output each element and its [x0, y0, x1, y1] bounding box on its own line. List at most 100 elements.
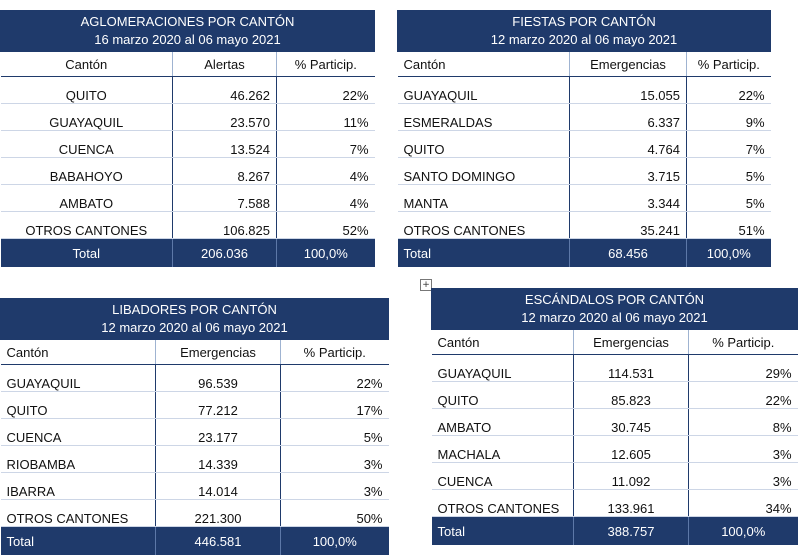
table-period: 12 marzo 2020 al 06 mayo 2021 [396, 30, 772, 52]
total-row: Total 206.036 100,0% [0, 238, 375, 267]
table-row: OTROS CANTONES 106.825 52% [0, 211, 375, 239]
fiestas-table: FIESTAS POR CANTÓN 12 marzo 2020 al 06 m… [396, 10, 772, 267]
table-row: ESMERALDAS 6.337 9% [397, 103, 771, 131]
value-cell: 23.570 [172, 103, 277, 131]
total-label: Total [0, 238, 173, 267]
percent-cell: 52% [275, 211, 375, 239]
total-label: Total [431, 516, 574, 545]
table-period: 12 marzo 2020 al 06 mayo 2021 [430, 308, 799, 330]
canton-cell: BABAHOYO [0, 157, 173, 185]
canton-cell: OTROS CANTONES [0, 499, 156, 527]
canton-cell: RIOBAMBA [0, 445, 156, 473]
total-label: Total [397, 238, 570, 267]
value-cell: 77.212 [155, 391, 281, 419]
percent-cell: 50% [280, 499, 389, 527]
canton-cell: QUITO [431, 381, 574, 409]
canton-cell: CUENCA [0, 130, 173, 158]
column-header-participacion: % Particip. [275, 51, 375, 77]
total-row: Total 446.581 100,0% [0, 526, 389, 555]
value-cell: 133.961 [573, 489, 689, 517]
percent-cell: 3% [280, 445, 389, 473]
column-header-emergencias: Emergencias [155, 339, 281, 365]
move-handle-icon[interactable]: + [420, 279, 432, 291]
canton-cell: AMBATO [431, 408, 574, 436]
total-percent: 100,0% [280, 526, 389, 555]
percent-cell: 11% [275, 103, 375, 131]
table-row: QUITO 46.262 22% [0, 76, 375, 104]
column-header-canton: Cantón [431, 329, 574, 355]
canton-cell: GUAYAQUIL [397, 76, 570, 104]
canton-cell: OTROS CANTONES [397, 211, 570, 239]
canton-cell: CUENCA [0, 418, 156, 446]
canton-cell: OTROS CANTONES [0, 211, 173, 239]
column-header-participacion: % Particip. [685, 51, 771, 77]
table-row: GUAYAQUIL 15.055 22% [397, 76, 771, 104]
percent-cell: 4% [275, 157, 375, 185]
percent-cell: 29% [687, 354, 798, 382]
canton-cell: OTROS CANTONES [431, 489, 574, 517]
canton-cell: MANTA [397, 184, 570, 212]
table-title: FIESTAS POR CANTÓN [396, 10, 772, 31]
total-percent: 100,0% [685, 238, 771, 267]
total-value: 388.757 [573, 516, 689, 545]
table-title: ESCÁNDALOS POR CANTÓN [430, 288, 799, 309]
percent-cell: 22% [275, 76, 375, 104]
value-cell: 4.764 [569, 130, 687, 158]
total-value: 68.456 [569, 238, 687, 267]
percent-cell: 7% [275, 130, 375, 158]
percent-cell: 3% [280, 472, 389, 500]
table-row: MANTA 3.344 5% [397, 184, 771, 212]
value-cell: 13.524 [172, 130, 277, 158]
value-cell: 11.092 [573, 462, 689, 490]
canton-cell: AMBATO [0, 184, 173, 212]
total-percent: 100,0% [687, 516, 798, 545]
table-row: OTROS CANTONES 35.241 51% [397, 211, 771, 239]
percent-cell: 22% [280, 364, 389, 392]
column-header-participacion: % Particip. [687, 329, 798, 355]
table-row: CUENCA 11.092 3% [431, 462, 798, 490]
value-cell: 46.262 [172, 76, 277, 104]
percent-cell: 8% [687, 408, 798, 436]
column-header-canton: Cantón [397, 51, 570, 77]
canton-cell: SANTO DOMINGO [397, 157, 570, 185]
canton-cell: MACHALA [431, 435, 574, 463]
value-cell: 14.014 [155, 472, 281, 500]
value-cell: 8.267 [172, 157, 277, 185]
total-label: Total [0, 526, 156, 555]
total-row: Total 68.456 100,0% [397, 238, 771, 267]
column-header-participacion: % Particip. [280, 339, 389, 365]
canton-cell: QUITO [0, 391, 156, 419]
table-row: QUITO 4.764 7% [397, 130, 771, 158]
value-cell: 85.823 [573, 381, 689, 409]
canton-cell: IBARRA [0, 472, 156, 500]
table-row: MACHALA 12.605 3% [431, 435, 798, 463]
escandalos-table: ESCÁNDALOS POR CANTÓN 12 marzo 2020 al 0… [430, 288, 799, 545]
table-period: 12 marzo 2020 al 06 mayo 2021 [0, 318, 389, 340]
percent-cell: 22% [687, 381, 798, 409]
canton-cell: QUITO [0, 76, 173, 104]
percent-cell: 51% [685, 211, 771, 239]
value-cell: 15.055 [569, 76, 687, 104]
table-row: IBARRA 14.014 3% [0, 472, 389, 500]
table-row: CUENCA 23.177 5% [0, 418, 389, 446]
percent-cell: 5% [685, 157, 771, 185]
value-cell: 30.745 [573, 408, 689, 436]
table-row: OTROS CANTONES 133.961 34% [431, 489, 798, 517]
total-percent: 100,0% [275, 238, 375, 267]
total-row: Total 388.757 100,0% [431, 516, 798, 545]
table-row: BABAHOYO 8.267 4% [0, 157, 375, 185]
column-header-canton: Cantón [0, 51, 173, 77]
table-row: GUAYAQUIL 114.531 29% [431, 354, 798, 382]
table-row: QUITO 77.212 17% [0, 391, 389, 419]
percent-cell: 3% [687, 462, 798, 490]
table-row: QUITO 85.823 22% [431, 381, 798, 409]
percent-cell: 5% [685, 184, 771, 212]
table-row: AMBATO 7.588 4% [0, 184, 375, 212]
value-cell: 3.344 [569, 184, 687, 212]
canton-cell: GUAYAQUIL [431, 354, 574, 382]
libadores-table: LIBADORES POR CANTÓN 12 marzo 2020 al 06… [0, 298, 389, 555]
value-cell: 14.339 [155, 445, 281, 473]
table-row: GUAYAQUIL 96.539 22% [0, 364, 389, 392]
total-value: 206.036 [172, 238, 277, 267]
canton-cell: GUAYAQUIL [0, 103, 173, 131]
